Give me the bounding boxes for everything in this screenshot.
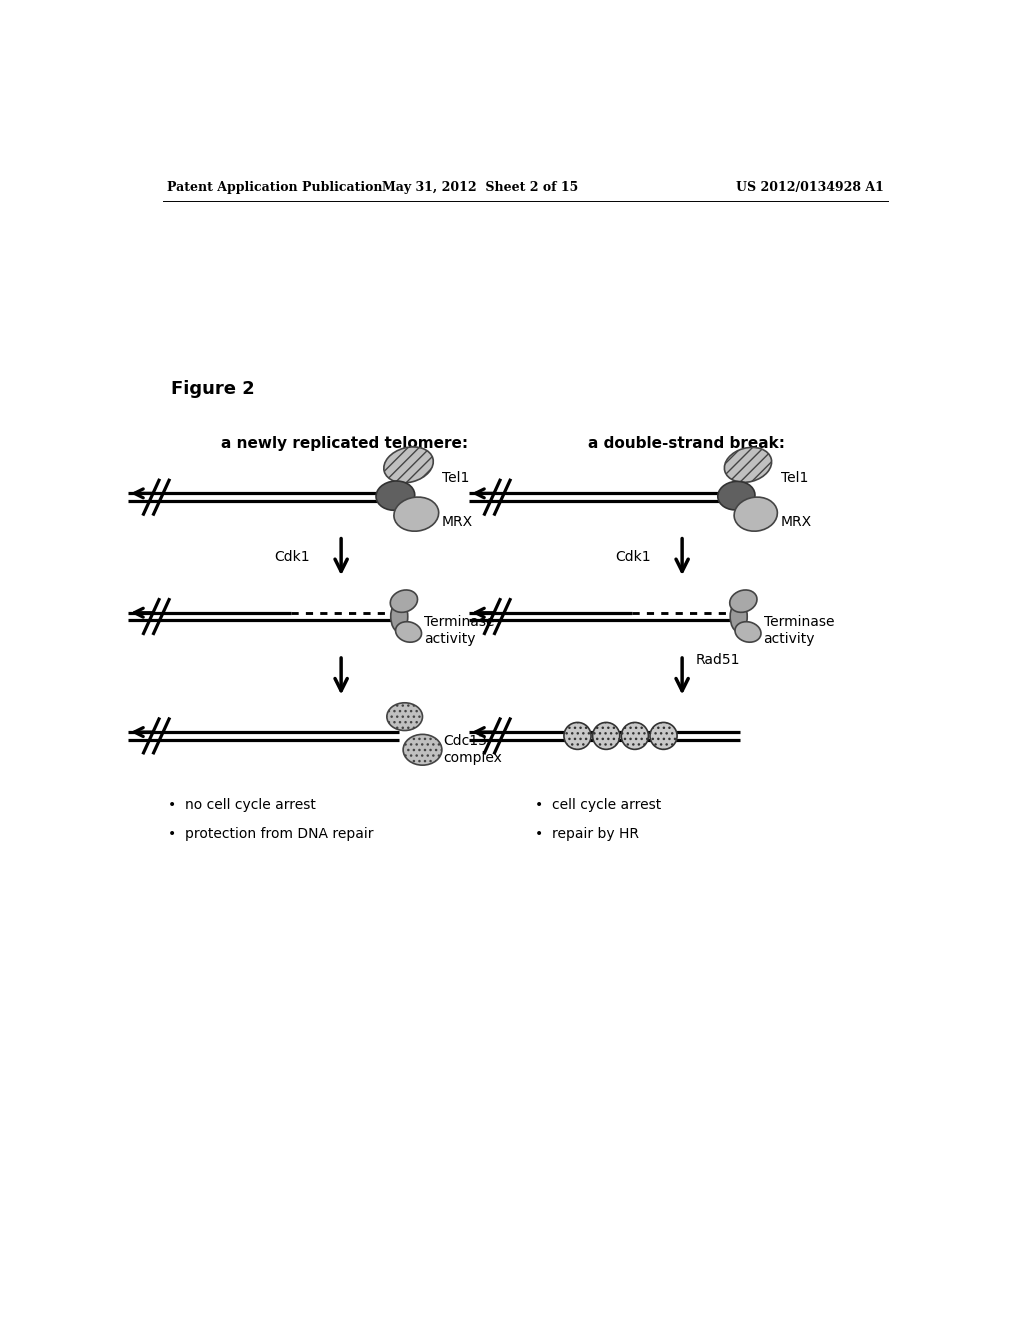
Text: Cdk1: Cdk1 bbox=[615, 550, 651, 564]
Text: MRX: MRX bbox=[780, 515, 812, 529]
Ellipse shape bbox=[394, 498, 438, 531]
Circle shape bbox=[564, 722, 591, 750]
Ellipse shape bbox=[730, 590, 757, 612]
Ellipse shape bbox=[387, 702, 423, 730]
Text: •  cell cycle arrest: • cell cycle arrest bbox=[535, 799, 662, 812]
Ellipse shape bbox=[730, 601, 748, 632]
Text: Figure 2: Figure 2 bbox=[171, 380, 254, 399]
Ellipse shape bbox=[391, 601, 408, 632]
Ellipse shape bbox=[734, 498, 777, 531]
Ellipse shape bbox=[376, 480, 415, 511]
Text: US 2012/0134928 A1: US 2012/0134928 A1 bbox=[736, 181, 884, 194]
Text: Cdk1: Cdk1 bbox=[274, 550, 310, 564]
Ellipse shape bbox=[724, 447, 772, 482]
Circle shape bbox=[650, 722, 677, 750]
Text: a newly replicated telomere:: a newly replicated telomere: bbox=[221, 436, 469, 451]
Text: Patent Application Publication: Patent Application Publication bbox=[167, 181, 382, 194]
Text: Rad51: Rad51 bbox=[695, 653, 739, 667]
Ellipse shape bbox=[403, 734, 442, 766]
Text: May 31, 2012  Sheet 2 of 15: May 31, 2012 Sheet 2 of 15 bbox=[383, 181, 579, 194]
Ellipse shape bbox=[395, 622, 422, 643]
Ellipse shape bbox=[735, 622, 761, 643]
Text: Tel1: Tel1 bbox=[780, 471, 808, 484]
Text: Tel1: Tel1 bbox=[442, 471, 469, 484]
Text: •  no cell cycle arrest: • no cell cycle arrest bbox=[168, 799, 316, 812]
Text: a double-strand break:: a double-strand break: bbox=[588, 436, 784, 451]
Text: •  repair by HR: • repair by HR bbox=[535, 828, 639, 841]
Text: Cdc13
complex: Cdc13 complex bbox=[443, 734, 503, 766]
Text: •  protection from DNA repair: • protection from DNA repair bbox=[168, 828, 374, 841]
Ellipse shape bbox=[384, 447, 433, 483]
Text: MRX: MRX bbox=[442, 515, 473, 529]
Ellipse shape bbox=[718, 482, 755, 510]
Text: Terminase
activity: Terminase activity bbox=[764, 615, 834, 645]
Circle shape bbox=[622, 722, 648, 750]
Circle shape bbox=[593, 722, 620, 750]
Ellipse shape bbox=[390, 590, 418, 612]
Text: Terminase
activity: Terminase activity bbox=[424, 615, 495, 645]
